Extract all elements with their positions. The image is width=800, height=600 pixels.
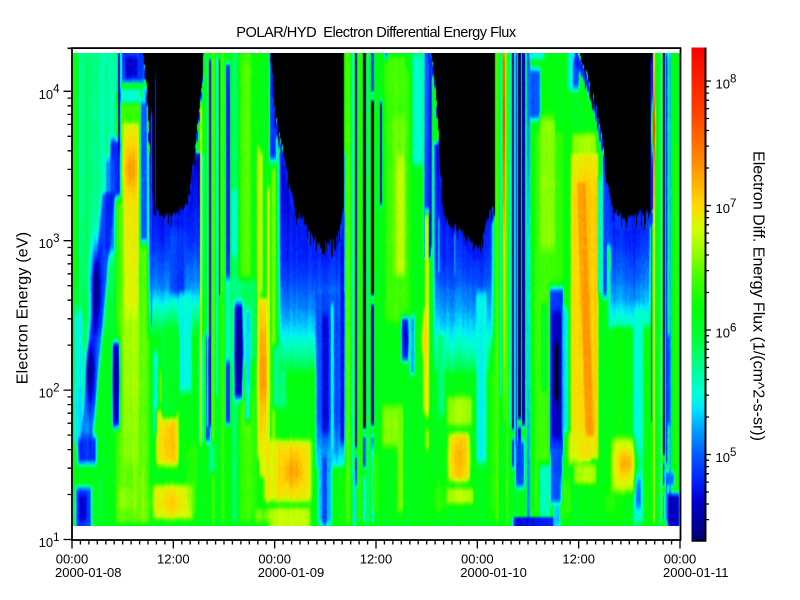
svg-text:106: 106 xyxy=(716,322,737,340)
svg-text:107: 107 xyxy=(716,198,737,216)
svg-text:12:00: 12:00 xyxy=(562,552,595,567)
svg-text:2000-01-10: 2000-01-10 xyxy=(460,565,527,580)
svg-text:2000-01-08: 2000-01-08 xyxy=(55,565,122,580)
svg-text:12:00: 12:00 xyxy=(360,552,393,567)
svg-text:00:00: 00:00 xyxy=(664,552,697,567)
svg-text:00:00: 00:00 xyxy=(56,552,89,567)
svg-text:00:00: 00:00 xyxy=(258,552,291,567)
svg-text:102: 102 xyxy=(39,382,60,400)
svg-text:104: 104 xyxy=(39,84,60,102)
svg-text:12:00: 12:00 xyxy=(157,552,190,567)
svg-text:2000-01-11: 2000-01-11 xyxy=(663,565,729,580)
svg-text:101: 101 xyxy=(39,532,60,550)
svg-text:108: 108 xyxy=(716,73,737,91)
svg-text:103: 103 xyxy=(39,233,60,251)
svg-text:POLAR/HYD Electron Differenti: POLAR/HYD Electron Differential Energy F… xyxy=(236,25,517,41)
svg-text:105: 105 xyxy=(716,447,737,465)
svg-text:00:00: 00:00 xyxy=(461,552,494,567)
svg-text:Electron Diff. Energy Flux (1/: Electron Diff. Energy Flux (1/(cm^2-s-sr… xyxy=(750,151,767,441)
svg-text:2000-01-09: 2000-01-09 xyxy=(258,565,325,580)
svg-text:Electron Energy (eV): Electron Energy (eV) xyxy=(15,232,32,385)
